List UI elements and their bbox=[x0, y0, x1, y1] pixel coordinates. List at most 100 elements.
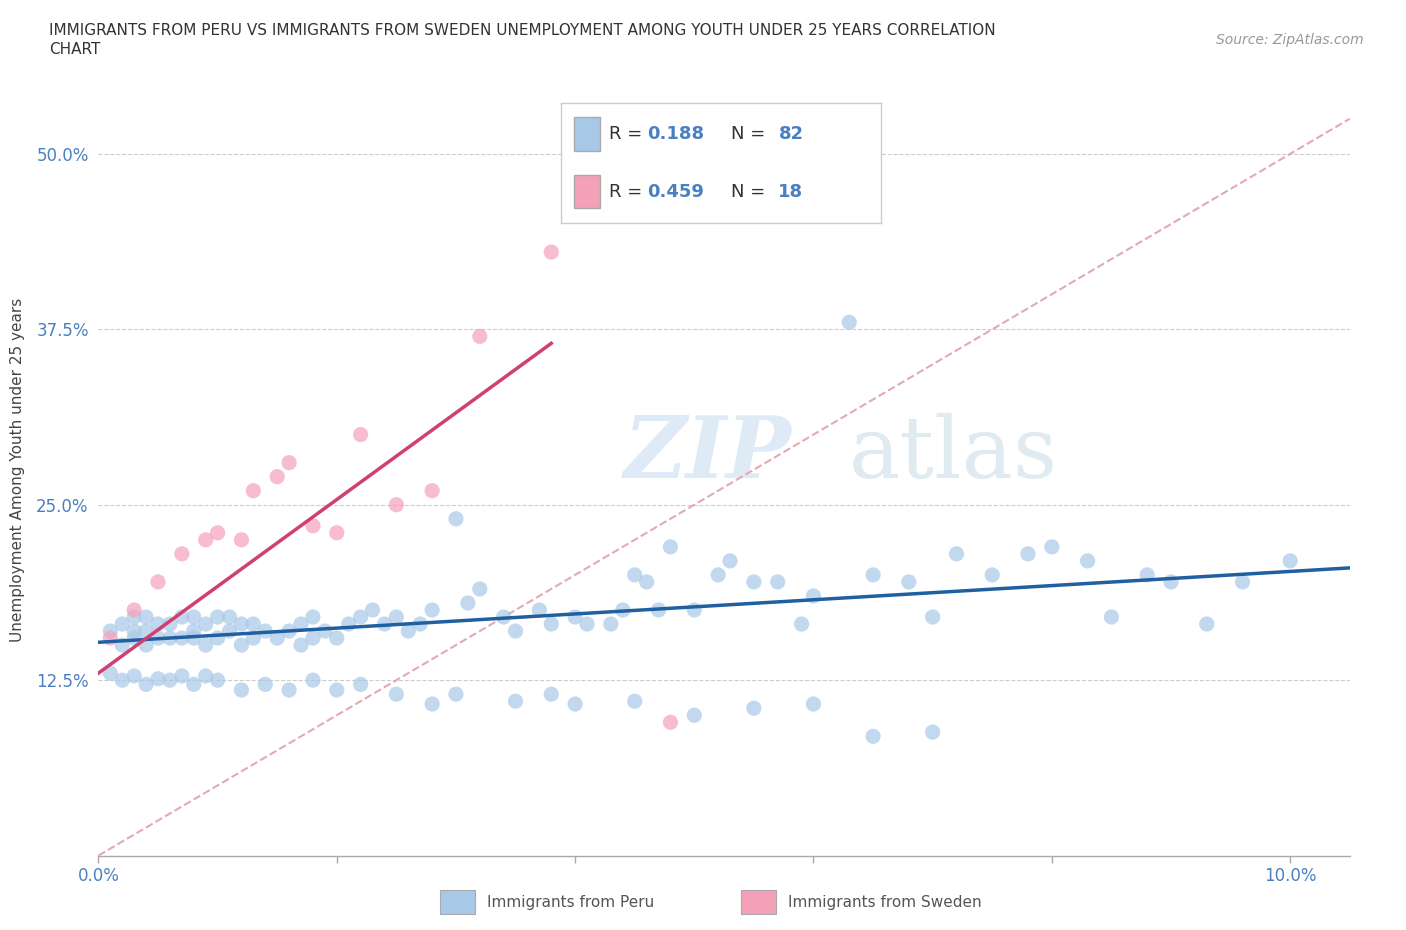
Point bbox=[409, 617, 432, 631]
Point bbox=[326, 525, 349, 540]
Point bbox=[159, 631, 181, 645]
Point bbox=[838, 315, 860, 330]
Point bbox=[1136, 567, 1159, 582]
Point bbox=[505, 694, 527, 709]
Point bbox=[1040, 539, 1063, 554]
Point bbox=[623, 694, 645, 709]
Point bbox=[981, 567, 1004, 582]
Point bbox=[1279, 553, 1302, 568]
Point bbox=[659, 715, 682, 730]
Point bbox=[302, 518, 325, 533]
Text: Immigrants from Peru: Immigrants from Peru bbox=[486, 895, 654, 910]
Point bbox=[278, 455, 301, 470]
Point bbox=[647, 603, 669, 618]
Point bbox=[183, 631, 205, 645]
Point bbox=[266, 470, 288, 485]
Point bbox=[576, 617, 599, 631]
Point bbox=[636, 575, 658, 590]
Point bbox=[444, 686, 467, 701]
Point bbox=[194, 669, 217, 684]
Point bbox=[111, 672, 134, 687]
Point bbox=[194, 617, 217, 631]
Point bbox=[170, 669, 193, 684]
Point bbox=[231, 617, 253, 631]
Point bbox=[385, 609, 408, 624]
Point bbox=[385, 498, 408, 512]
Point bbox=[302, 609, 325, 624]
Point bbox=[278, 683, 301, 698]
Point bbox=[921, 609, 943, 624]
Point bbox=[420, 484, 443, 498]
Point bbox=[290, 617, 312, 631]
Point bbox=[135, 609, 157, 624]
Point bbox=[231, 683, 253, 698]
Point bbox=[170, 547, 193, 562]
Point bbox=[349, 609, 371, 624]
Point bbox=[122, 609, 145, 624]
Point bbox=[862, 567, 884, 582]
Point bbox=[290, 638, 312, 653]
Point bbox=[326, 631, 349, 645]
Point bbox=[218, 609, 240, 624]
Text: Immigrants from Sweden: Immigrants from Sweden bbox=[787, 895, 981, 910]
Point bbox=[278, 624, 301, 639]
Point bbox=[122, 669, 145, 684]
FancyBboxPatch shape bbox=[440, 890, 475, 914]
Point bbox=[122, 624, 145, 639]
Point bbox=[444, 512, 467, 526]
Point bbox=[207, 631, 229, 645]
Point bbox=[170, 609, 193, 624]
Point bbox=[540, 617, 562, 631]
Point bbox=[492, 609, 515, 624]
Point bbox=[945, 547, 967, 562]
Point bbox=[146, 631, 169, 645]
Point bbox=[420, 697, 443, 711]
Point bbox=[254, 677, 277, 692]
Point bbox=[326, 683, 349, 698]
Point bbox=[1099, 609, 1122, 624]
Point bbox=[302, 631, 325, 645]
Point bbox=[623, 567, 645, 582]
Point bbox=[231, 638, 253, 653]
Point bbox=[111, 617, 134, 631]
Point bbox=[242, 631, 264, 645]
Point bbox=[146, 575, 169, 590]
Point bbox=[468, 329, 491, 344]
Point bbox=[122, 631, 145, 645]
FancyBboxPatch shape bbox=[741, 890, 776, 914]
Point bbox=[266, 631, 288, 645]
Point bbox=[242, 484, 264, 498]
Point bbox=[862, 729, 884, 744]
Text: IMMIGRANTS FROM PERU VS IMMIGRANTS FROM SWEDEN UNEMPLOYMENT AMONG YOUTH UNDER 25: IMMIGRANTS FROM PERU VS IMMIGRANTS FROM … bbox=[49, 23, 995, 38]
Point bbox=[564, 697, 586, 711]
Point bbox=[529, 603, 551, 618]
Point bbox=[242, 617, 264, 631]
Text: atlas: atlas bbox=[849, 413, 1059, 496]
Point bbox=[170, 631, 193, 645]
Point bbox=[803, 589, 825, 604]
Point bbox=[790, 617, 813, 631]
Point bbox=[337, 617, 360, 631]
Point bbox=[135, 638, 157, 653]
Point bbox=[207, 609, 229, 624]
Point bbox=[98, 631, 121, 645]
Point bbox=[98, 666, 121, 681]
Point bbox=[897, 575, 920, 590]
Point bbox=[420, 603, 443, 618]
Point bbox=[468, 581, 491, 596]
Point bbox=[135, 677, 157, 692]
Point bbox=[540, 686, 562, 701]
Point bbox=[349, 427, 371, 442]
Point bbox=[599, 617, 621, 631]
Y-axis label: Unemployment Among Youth under 25 years: Unemployment Among Youth under 25 years bbox=[10, 298, 25, 642]
Point bbox=[921, 724, 943, 739]
Point bbox=[207, 525, 229, 540]
Point bbox=[183, 677, 205, 692]
Point bbox=[373, 617, 395, 631]
Point bbox=[194, 638, 217, 653]
Point bbox=[159, 617, 181, 631]
Point bbox=[803, 697, 825, 711]
Point bbox=[218, 624, 240, 639]
Point bbox=[396, 624, 419, 639]
Text: CHART: CHART bbox=[49, 42, 101, 57]
